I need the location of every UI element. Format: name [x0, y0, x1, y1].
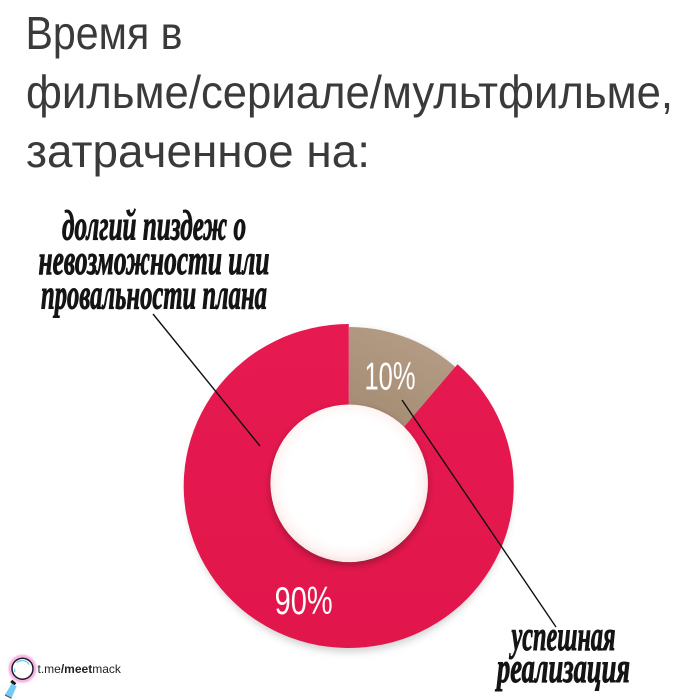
svg-text:провальности плана: провальности плана [41, 273, 267, 319]
svg-text:90%: 90% [275, 580, 333, 623]
svg-text:реализация: реализация [495, 646, 630, 692]
svg-text:фильме/сериале/мультфильме,: фильме/сериале/мультфильме, [26, 66, 673, 118]
svg-text:долгий пиздеж о: долгий пиздеж о [62, 204, 246, 250]
svg-text:t.me/meetmack: t.me/meetmack [38, 662, 122, 676]
svg-text:невозможности или: невозможности или [39, 238, 270, 284]
svg-text:Время в: Время в [26, 7, 183, 59]
svg-text:10%: 10% [365, 356, 416, 399]
svg-text:затраченное на:: затраченное на: [26, 125, 370, 177]
svg-text:успешная: успешная [509, 614, 616, 660]
